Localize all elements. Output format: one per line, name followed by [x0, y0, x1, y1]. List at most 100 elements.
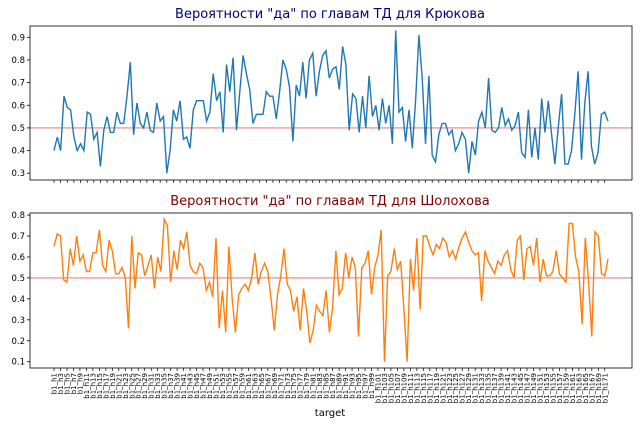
x-tick-label: b1_h77 — [297, 373, 305, 399]
x-tick-label: b1_h113 — [413, 373, 421, 403]
x-tick-label: b1_h115 — [420, 373, 428, 403]
x-tick-label: b1_h79 — [303, 373, 311, 399]
x-tick-label: b1_h91 — [342, 373, 350, 399]
x-tick-label: b1_h31 — [148, 373, 156, 399]
x-tick-label: b1_h129 — [465, 373, 473, 403]
x-tick-label: b1_h49 — [206, 373, 214, 399]
x-tick-label: b1_h65 — [258, 373, 266, 399]
x-tick-label: b1_h37 — [167, 373, 175, 399]
x-tick-label: b1_h123 — [446, 373, 454, 403]
x-tick-label: b1_h9 — [76, 373, 84, 394]
sholokhov-chart-title: Вероятности "да" по главам ТД для Шолохо… — [170, 194, 489, 209]
x-tick-label: b1_h105 — [387, 373, 395, 403]
x-tick-label: b1_h21 — [115, 373, 123, 399]
x-tick-label: b1_h51 — [212, 373, 220, 399]
x-tick-label: b1_h119 — [433, 373, 441, 403]
x-tick-label: b1_h75 — [290, 373, 298, 399]
x-tick-label: b1_h141 — [504, 373, 512, 403]
x-tick-label: b1_h101 — [374, 373, 382, 403]
y-tick-label: 0.8 — [11, 56, 25, 66]
y-tick-label: 0.3 — [11, 169, 25, 179]
y-tick-label: 0.4 — [11, 147, 25, 157]
x-tick-label: b1_h11 — [83, 373, 91, 399]
x-tick-label: b1_h19 — [109, 373, 117, 399]
x-tick-label: b1_h69 — [271, 373, 279, 399]
kryukov-plot-frame — [29, 25, 633, 181]
x-tick-label: b1_h159 — [562, 373, 570, 403]
y-tick-label: 0.7 — [11, 232, 25, 242]
x-tick-label: b1_h41 — [180, 373, 188, 399]
kryukov-probability-line — [53, 30, 609, 174]
x-tick-label: b1_h13 — [89, 373, 97, 399]
x-tick-label: b1_h87 — [329, 373, 337, 399]
x-tick-label: b1_h15 — [96, 373, 104, 399]
x-tick-label: b1_h111 — [407, 373, 415, 403]
x-tick-label: b1_h135 — [485, 373, 493, 403]
x-tick-label: b1_h61 — [245, 373, 253, 399]
y-tick-label: 0.3 — [11, 316, 25, 326]
x-tick-label: b1_h107 — [394, 373, 402, 403]
x-tick-label: b1_h53 — [219, 373, 227, 399]
x-tick-label: b1_h139 — [498, 373, 506, 403]
x-tick-label: b1_h127 — [459, 373, 467, 403]
x-tick-label: b1_h151 — [536, 373, 544, 403]
x-tick-label: b1_h99 — [368, 373, 376, 399]
x-tick-label: b1_h67 — [264, 373, 272, 399]
x-tick-label: b1_h133 — [478, 373, 486, 403]
kryukov-chart-title: Вероятности "да" по главам ТД для Крюков… — [175, 7, 485, 22]
x-axis-label: target — [315, 408, 345, 419]
x-tick-label: b1_h17 — [102, 373, 110, 399]
x-tick-label: b1_h85 — [323, 373, 331, 399]
x-tick-label: b1_h59 — [238, 373, 246, 399]
x-tick-label: b1_h97 — [362, 373, 370, 399]
x-tick-label: b1_h25 — [128, 373, 136, 399]
x-tick-label: b1_h169 — [595, 373, 603, 403]
x-tick-label: b1_h89 — [336, 373, 344, 399]
x-tick-label: b1_h7 — [70, 373, 78, 394]
x-tick-label: b1_h149 — [530, 373, 538, 403]
x-tick-label: b1_h125 — [452, 373, 460, 403]
x-tick-label: b1_h143 — [511, 373, 519, 403]
x-tick-label: b1_h43 — [187, 373, 195, 399]
y-tick-label: 0.1 — [11, 358, 25, 368]
kryukov-chart-panel: Вероятности "да" по главам ТД для Крюков… — [11, 7, 633, 183]
x-tick-label: b1_h131 — [472, 373, 480, 403]
x-tick-label: b1_h5 — [63, 373, 71, 394]
x-tick-label: b1_h167 — [588, 373, 596, 403]
sholokhov-probability-line — [53, 216, 609, 362]
y-tick-label: 0.2 — [11, 337, 25, 347]
x-tick-label: b1_h109 — [400, 373, 408, 403]
y-tick-label: 0.7 — [11, 79, 25, 89]
y-tick-label: 0.5 — [11, 124, 25, 134]
y-tick-label: 0.6 — [11, 101, 25, 111]
x-tick-label: b1_h71 — [277, 373, 285, 399]
x-tick-label: b1_h171 — [601, 373, 609, 403]
y-tick-label: 0.4 — [11, 295, 25, 305]
x-tick-label: b1_h47 — [200, 373, 208, 399]
y-tick-label: 0.6 — [11, 253, 25, 263]
sholokhov-chart-panel: Вероятности "да" по главам ТД для Шолохо… — [11, 194, 633, 419]
x-tick-label: b1_h57 — [232, 373, 240, 399]
x-tick-label: b1_h93 — [349, 373, 357, 399]
y-tick-label: 0.5 — [11, 274, 25, 284]
x-tick-label: b1_h121 — [439, 373, 447, 403]
x-tick-label: b1_h157 — [556, 373, 564, 403]
x-tick-label: b1_h63 — [251, 373, 259, 399]
x-tick-label: b1_h39 — [174, 373, 182, 399]
x-tick-label: b1_h147 — [524, 373, 532, 403]
x-tick-label: b1_h117 — [426, 373, 434, 403]
x-tick-label: b1_h137 — [491, 373, 499, 403]
x-tick-label: b1_h55 — [225, 373, 233, 399]
x-tick-label: b1_h163 — [575, 373, 583, 403]
sholokhov-plot-frame — [29, 212, 633, 369]
x-tick-label: b1_h81 — [310, 373, 318, 399]
x-tick-label: b1_h35 — [161, 373, 169, 399]
x-tick-label: b1_h3 — [57, 373, 65, 394]
x-tick-label: b1_h1 — [51, 373, 59, 394]
x-tick-label: b1_h73 — [284, 373, 292, 399]
x-tick-label: b1_h27 — [135, 373, 143, 399]
x-tick-label: b1_h29 — [141, 373, 149, 399]
x-tick-label: b1_h161 — [569, 373, 577, 403]
x-tick-label: b1_h95 — [355, 373, 363, 399]
x-tick-label: b1_h153 — [543, 373, 551, 403]
